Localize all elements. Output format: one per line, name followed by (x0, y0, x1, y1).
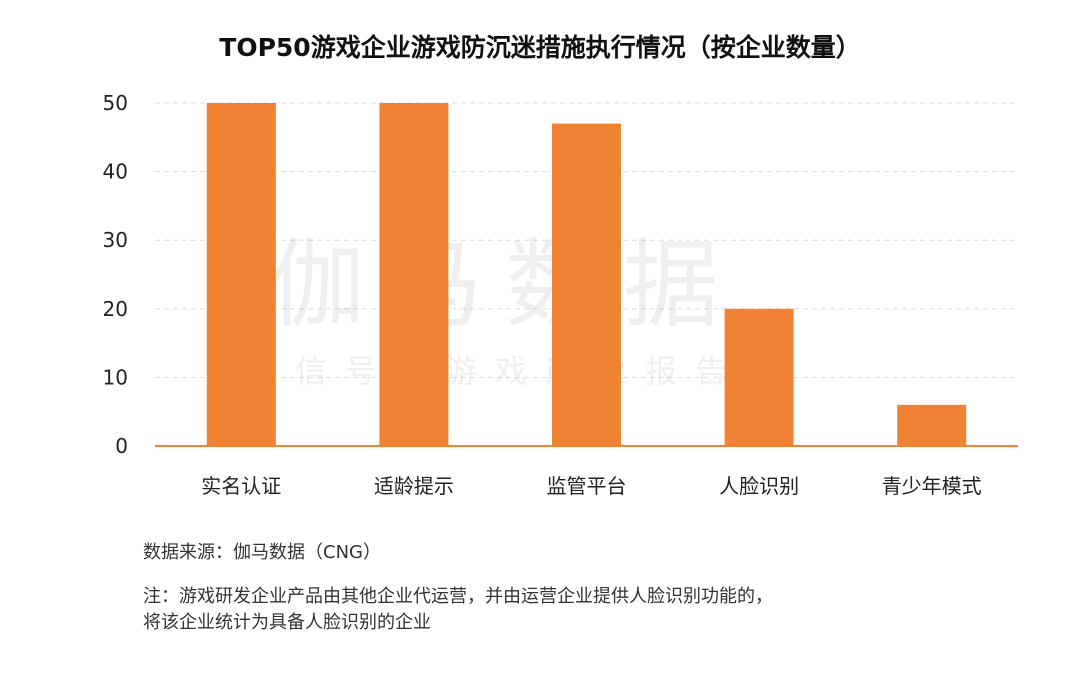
x-category-label: 监管平台 (547, 474, 627, 498)
footnote: 注：游戏研发企业产品由其他企业代运营，并由运营企业提供人脸识别功能的， 将该企业… (143, 584, 773, 636)
watermark: 伽马数据 微信号：游戏产业报告 (245, 229, 745, 390)
bar (724, 308, 794, 446)
x-category-label: 青少年模式 (882, 474, 982, 498)
x-category-label: 实名认证 (201, 474, 281, 498)
y-tick-label: 20 (103, 297, 128, 321)
source-note: 数据来源：伽马数据（CNG） (143, 542, 381, 563)
watermark-main: 伽马数据 (269, 229, 741, 341)
x-category-label: 适龄提示 (374, 474, 454, 498)
y-tick-label: 50 (103, 91, 128, 115)
y-tick-label: 40 (103, 160, 128, 184)
y-tick-labels: 0 10 20 30 40 50 (103, 91, 128, 458)
bar (206, 103, 276, 446)
y-tick-label: 10 (103, 365, 128, 389)
bars (206, 103, 967, 446)
x-category-label: 人脸识别 (719, 474, 799, 498)
bar (897, 404, 967, 446)
footnote-line-1: 注：游戏研发企业产品由其他企业代运营，并由运营企业提供人脸识别功能的， (143, 586, 773, 607)
chart-title: TOP50游戏企业游戏防沉迷措施执行情况（按企业数量） (219, 33, 861, 62)
y-tick-label: 0 (115, 434, 128, 458)
bar (379, 103, 449, 446)
y-tick-label: 30 (103, 228, 128, 252)
footnote-line-2: 将该企业统计为具备人脸识别的企业 (143, 612, 431, 633)
watermark-sub: 微信号：游戏产业报告 (245, 352, 745, 390)
x-category-labels: 实名认证 适龄提示 监管平台 人脸识别 青少年模式 (201, 474, 981, 498)
bar (552, 123, 621, 446)
